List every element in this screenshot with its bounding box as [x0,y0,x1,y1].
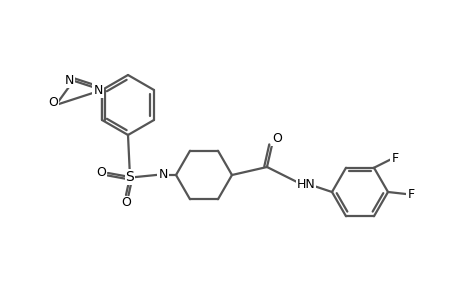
Text: S: S [125,170,134,184]
Text: N: N [158,169,168,182]
Text: F: F [407,188,414,200]
Text: O: O [121,196,131,209]
Text: O: O [271,131,281,145]
Text: O: O [48,95,58,109]
Text: N: N [93,83,102,97]
Text: F: F [391,152,397,165]
Text: O: O [96,167,106,179]
Text: HN: HN [296,178,315,190]
Text: N: N [65,74,74,87]
